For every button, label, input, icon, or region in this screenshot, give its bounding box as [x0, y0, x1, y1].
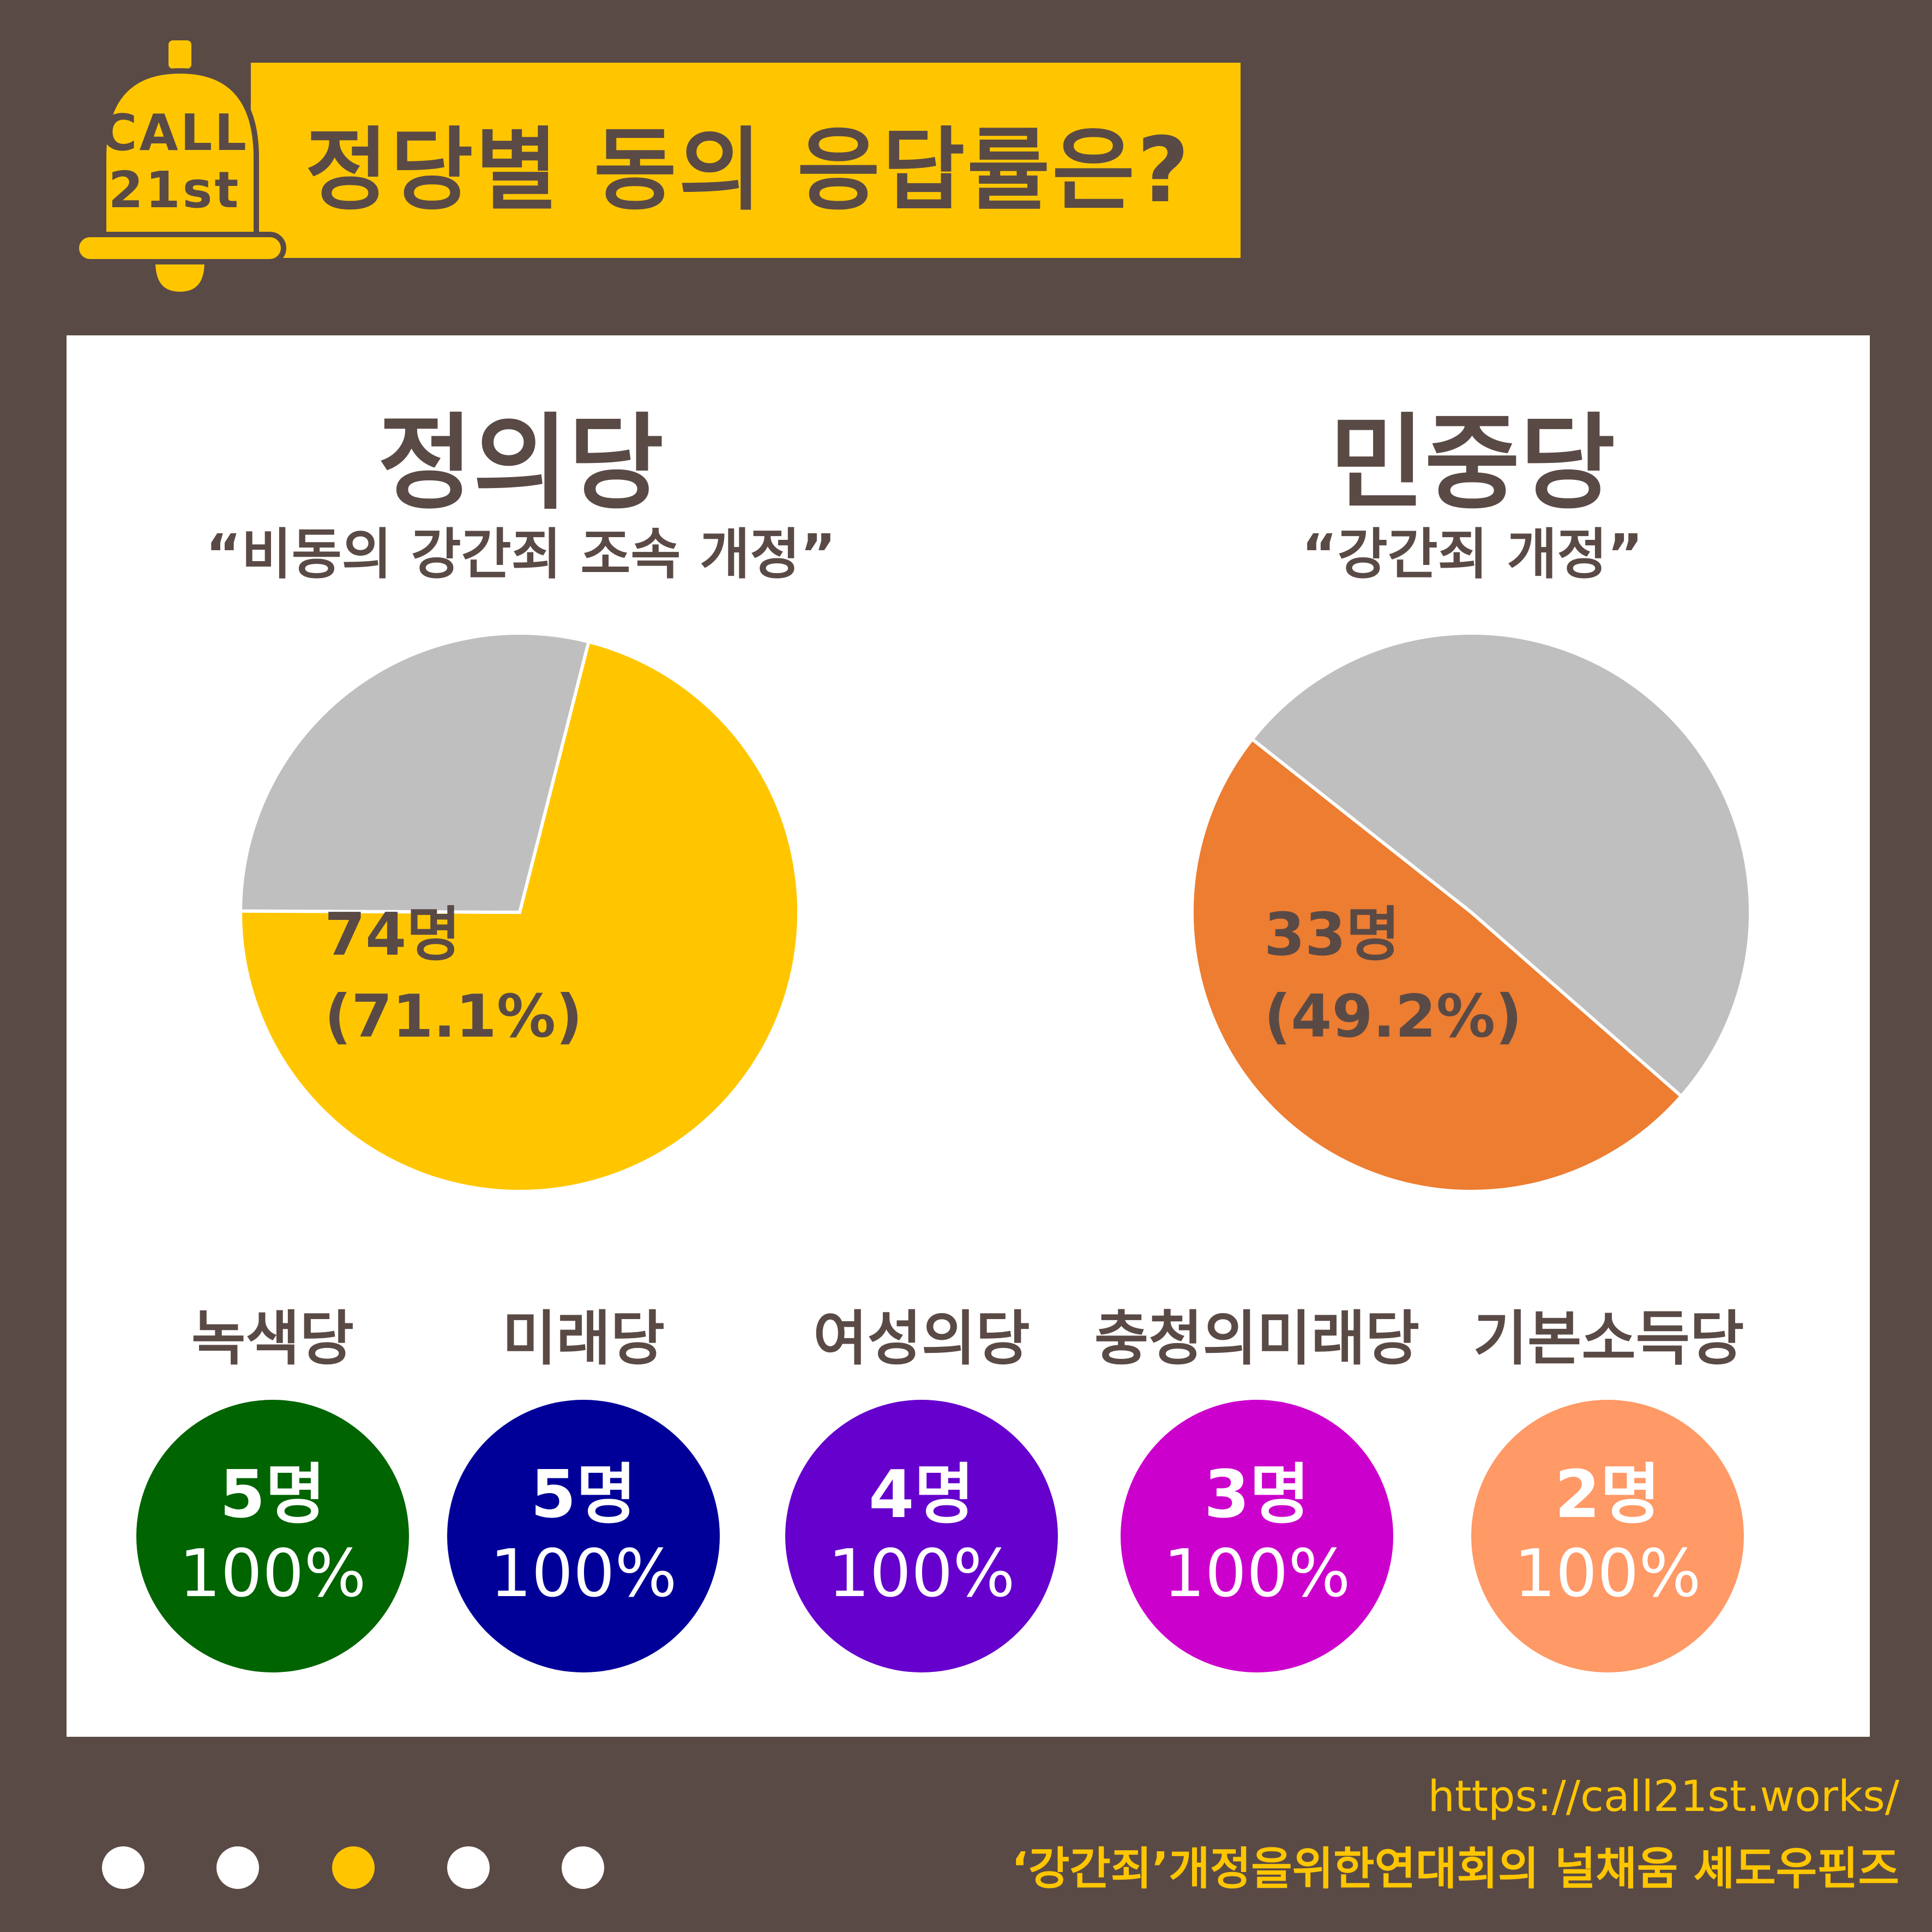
result-circle: 5명 100%: [136, 1400, 409, 1672]
result-count: 3명: [1204, 1457, 1310, 1533]
party-name-minjung: 민중당: [1329, 403, 1616, 523]
pie-slice: [238, 640, 801, 1193]
result-count: 5명: [220, 1457, 326, 1533]
result-circle: 5명 100%: [447, 1400, 720, 1672]
result-count: 2명: [1555, 1457, 1660, 1533]
footer-url[interactable]: https://call21st.works/: [1428, 1772, 1899, 1821]
result-percent: 100%: [179, 1536, 366, 1612]
small-party-name: 여성의당: [813, 1305, 1030, 1373]
title-banner: [251, 63, 1241, 258]
result-percent: 100%: [1163, 1536, 1351, 1612]
result-percent: 100%: [490, 1536, 677, 1612]
small-party-name: 기본소득당: [1473, 1305, 1744, 1373]
pie-label-percent: (71.1%): [324, 983, 583, 1051]
logo-text-line1: CALL: [100, 104, 249, 162]
logo-text-line2: 21st: [108, 161, 241, 219]
bell-icon: [74, 36, 286, 298]
footer-credit: ‘강간죄’개정을위한연대회의 널채움 셰도우핀즈: [1011, 1843, 1899, 1895]
small-party-name: 충청의미래당: [1094, 1305, 1420, 1373]
pie-label-count: 74명: [324, 901, 461, 969]
result-percent: 100%: [828, 1536, 1015, 1612]
pie-slice: [1250, 631, 1752, 1099]
small-party-name: 녹색당: [191, 1305, 354, 1373]
result-circle: 4명 100%: [785, 1400, 1058, 1672]
small-party-name: 미래당: [502, 1305, 665, 1373]
page-dot[interactable]: [562, 1846, 604, 1889]
page-dot[interactable]: [102, 1846, 145, 1889]
pie-slice: [238, 631, 591, 914]
result-percent: 100%: [1514, 1536, 1701, 1612]
result-circle: 3명 100%: [1121, 1400, 1393, 1672]
page-dot[interactable]: [447, 1846, 490, 1889]
page-dot[interactable]: [216, 1846, 259, 1889]
result-count: 4명: [869, 1457, 974, 1533]
page-dot[interactable]: [332, 1846, 375, 1889]
pie-label-count: 33명: [1264, 901, 1400, 969]
party-subtitle-minjung: “강간죄 개정”: [1301, 522, 1644, 586]
result-count: 5명: [531, 1457, 636, 1533]
pie-label-minjung: 33명 (49.2%): [1264, 894, 1522, 1058]
result-circle: 2명 100%: [1471, 1400, 1744, 1672]
page-title: 정당별 동의 응답률은?: [305, 118, 1191, 222]
pie-label-justice: 74명 (71.1%): [324, 894, 582, 1058]
pie-slice: [1190, 737, 1684, 1194]
party-subtitle-justice: “비동의 강간죄 조속 개정”: [206, 522, 836, 586]
party-name-justice: 정의당: [377, 403, 664, 523]
pie-label-percent: (49.2%): [1264, 983, 1522, 1051]
